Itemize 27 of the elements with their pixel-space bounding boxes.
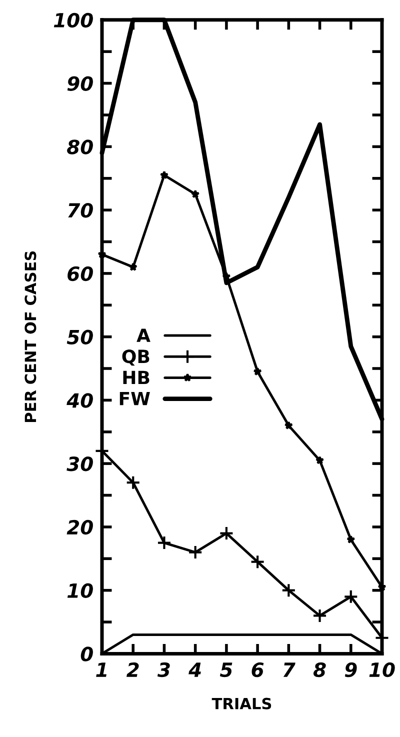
y-tick-label: 70 [68, 203, 93, 218]
x-tick-label: 5 [220, 662, 232, 678]
x-tick-label: 10 [369, 662, 395, 678]
x-tick-label: 8 [313, 662, 326, 678]
legend-label: HB [123, 370, 150, 384]
y-tick-label: 20 [66, 520, 93, 535]
y-tick-label: 50 [66, 330, 93, 344]
x-tick-label: 7 [283, 662, 296, 677]
y-tick-label: 60 [68, 266, 93, 282]
x-tick-label: 3 [157, 662, 170, 678]
y-tick-label: 30 [66, 456, 93, 472]
legend-label: FW [120, 392, 150, 406]
y-tick-label: 40 [66, 393, 93, 408]
legend-label: QB [122, 350, 150, 366]
y-tick-label: 90 [67, 76, 93, 91]
y-tick-label: 80 [67, 140, 93, 154]
y-tick-label: 100 [54, 12, 93, 28]
y-tick-label: 10 [67, 583, 93, 598]
x-tick-label: 9 [344, 662, 357, 678]
x-tick-label: 2 [126, 662, 139, 677]
x-tick-label: 1 [96, 662, 106, 677]
x-tick-label: 6 [252, 662, 264, 678]
y-axis-title: PER CENT OF CASES [24, 251, 36, 422]
x-axis-title: TRIALS [212, 698, 272, 710]
legend-label: A [136, 328, 150, 342]
y-tick-label: 0 [80, 646, 93, 662]
x-tick-label: 4 [188, 662, 201, 677]
